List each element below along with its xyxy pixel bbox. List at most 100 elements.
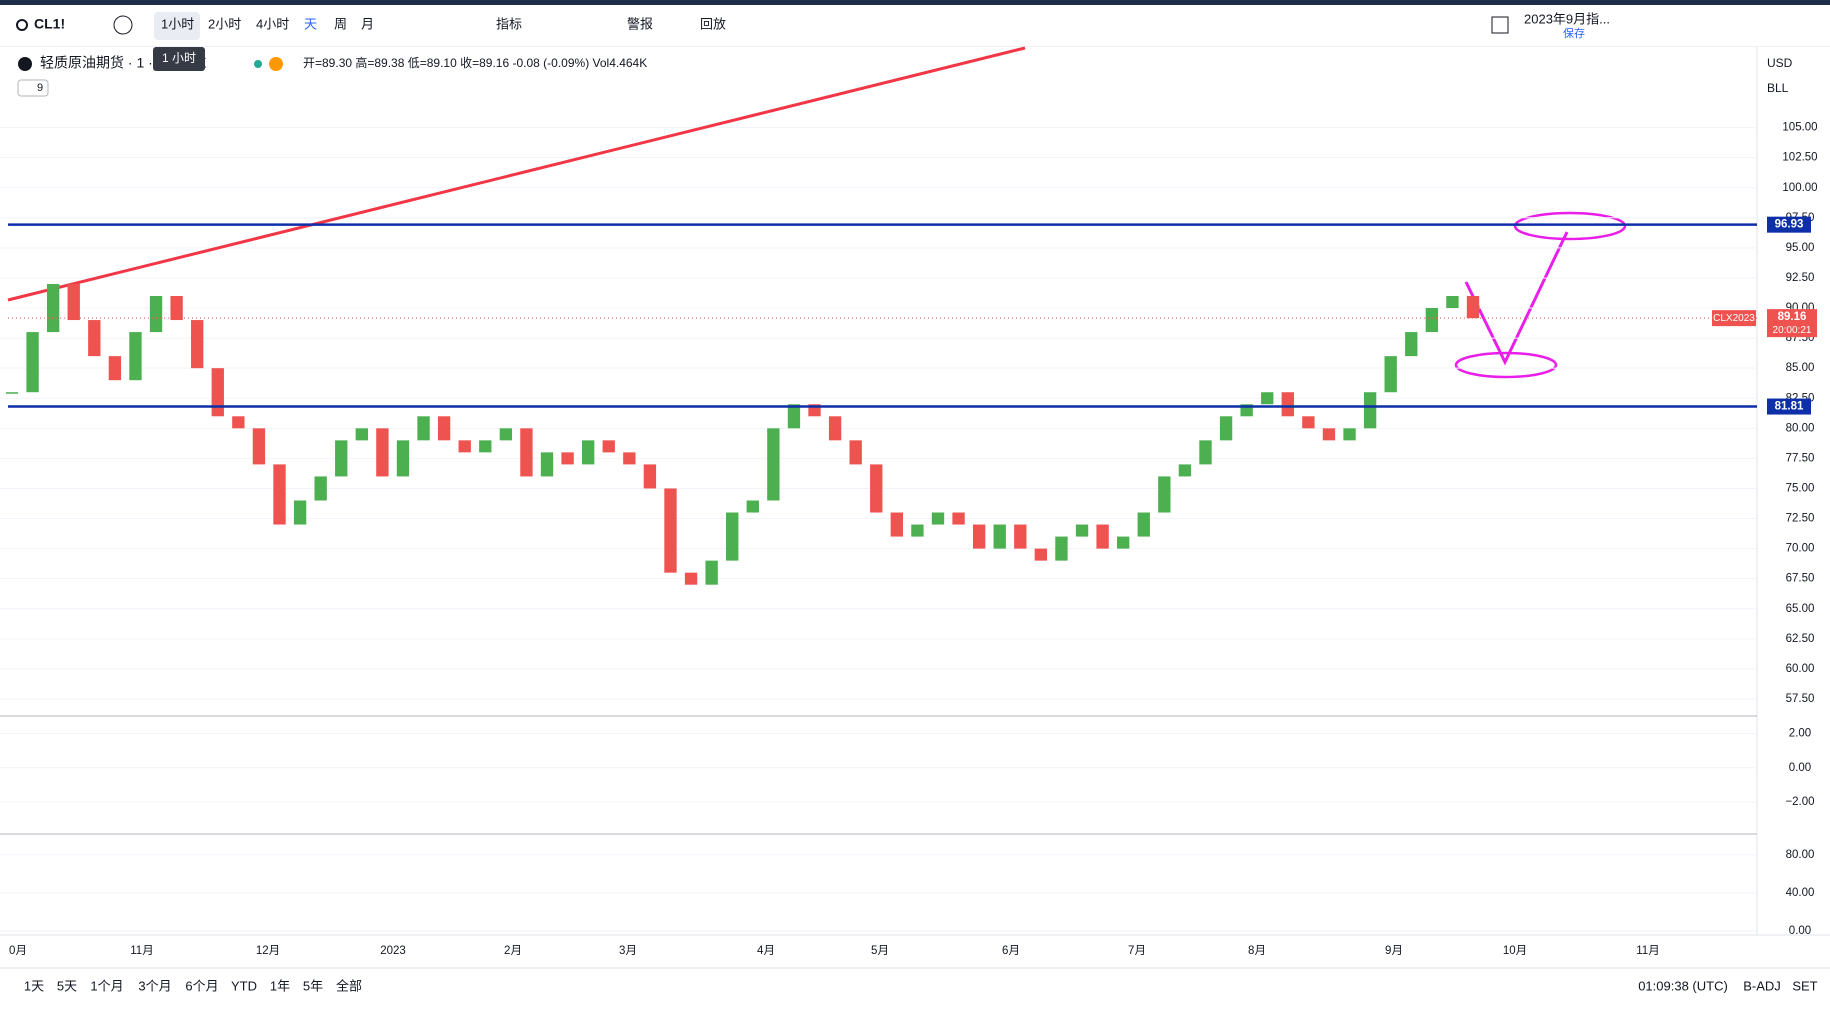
save[interactable]: 保存 — [1563, 26, 1585, 40]
candle — [1096, 524, 1109, 549]
currency[interactable]: USD — [1767, 56, 1793, 70]
x-tick-label: 4月 — [757, 945, 775, 957]
range-btn[interactable]: 5天 — [57, 978, 77, 993]
range-btn[interactable]: YTD — [231, 978, 257, 993]
candle — [1446, 295, 1459, 309]
tooltip-text: 1 小时 — [162, 51, 196, 65]
y-tick-label: 67.50 — [1786, 573, 1815, 585]
search-icon[interactable] — [16, 19, 28, 31]
x-tick-label: 2月 — [504, 945, 522, 957]
symbol-badge — [1712, 310, 1756, 327]
candle — [129, 332, 142, 381]
range-btn[interactable]: 1年 — [270, 978, 290, 993]
symbol[interactable]: CL1! — [34, 16, 65, 32]
adj[interactable]: B-ADJ — [1743, 978, 1781, 993]
candle — [1178, 464, 1192, 477]
candle — [149, 295, 163, 333]
candle — [890, 512, 904, 537]
candle — [664, 488, 677, 573]
candle — [1137, 512, 1150, 537]
candle — [1322, 428, 1336, 441]
symbol-logo — [18, 57, 32, 71]
candle — [1405, 332, 1418, 357]
candle — [1466, 295, 1480, 319]
interval[interactable]: 周 — [334, 16, 347, 31]
y-tick-label: 80.00 — [1786, 849, 1815, 861]
indicators[interactable]: 指标 — [496, 16, 522, 31]
candle — [1302, 416, 1315, 429]
candle — [828, 416, 842, 441]
level-badge — [1767, 216, 1811, 233]
candle — [191, 320, 204, 369]
candle — [1281, 392, 1294, 417]
top-strip — [0, 0, 1830, 5]
candle — [952, 512, 965, 525]
candle — [1014, 524, 1027, 549]
candle — [1219, 416, 1233, 441]
y-tick-label: 105.00 — [1782, 122, 1817, 134]
y-tick-label: 0.00 — [1789, 762, 1811, 774]
active-interval-bg — [154, 12, 200, 40]
y-tick-label: 100.00 — [1782, 182, 1817, 194]
candle — [1343, 428, 1356, 441]
candle — [870, 464, 883, 513]
candle — [314, 476, 327, 501]
range-btn[interactable]: 1个月 — [90, 978, 123, 993]
add-icon[interactable] — [113, 15, 133, 35]
candle — [417, 416, 430, 441]
layout-icon[interactable] — [1491, 16, 1509, 34]
target-ellipse — [1454, 351, 1558, 379]
candle — [499, 428, 513, 441]
clock: 01:09:38 (UTC) — [1638, 978, 1728, 993]
set[interactable]: SET — [1792, 978, 1817, 993]
candle — [1075, 524, 1089, 537]
y-tick-label: 85.00 — [1786, 362, 1815, 374]
y-tick-label: −2.00 — [1785, 796, 1814, 808]
interval[interactable]: 1小时 — [161, 16, 194, 31]
candle — [293, 500, 307, 525]
candle — [726, 512, 739, 561]
tooltip — [153, 47, 205, 71]
interval[interactable]: 月 — [361, 16, 374, 31]
candle — [1055, 536, 1068, 561]
candle — [1117, 536, 1130, 549]
y-tick-label: 2.00 — [1789, 728, 1811, 740]
candle — [335, 440, 348, 477]
x-tick-label: 7月 — [1128, 945, 1146, 957]
y-tick-label: 75.00 — [1786, 482, 1815, 494]
candle — [931, 512, 945, 525]
y-tick-label: 72.50 — [1786, 513, 1815, 525]
alerts[interactable]: 警报 — [627, 16, 653, 31]
candle — [787, 404, 801, 429]
range-btn[interactable]: 6个月 — [185, 978, 218, 993]
collapse-btn[interactable] — [17, 79, 49, 97]
replay[interactable]: 回放 — [700, 16, 726, 31]
y-tick-label: 60.00 — [1786, 663, 1815, 675]
interval[interactable]: 4小时 — [256, 16, 289, 31]
range-btn[interactable]: 全部 — [336, 978, 362, 993]
interval[interactable]: 2小时 — [208, 16, 241, 31]
status-dot — [254, 60, 262, 68]
interval[interactable]: 天 — [304, 16, 317, 31]
candle — [1425, 308, 1439, 333]
unit[interactable]: BLL — [1767, 81, 1789, 95]
candle — [540, 452, 554, 477]
candle — [170, 295, 183, 321]
candle — [767, 428, 780, 501]
last-label: 89.16 — [1778, 311, 1807, 323]
candle — [108, 356, 122, 381]
x-tick-label: 9月 — [1385, 945, 1403, 957]
y-tick-label: 77.50 — [1786, 452, 1815, 464]
candle — [1158, 476, 1171, 513]
range-btn[interactable]: 5年 — [303, 978, 323, 993]
candle — [396, 440, 410, 477]
trend-line — [7, 46, 1026, 302]
layout-name[interactable]: 2023年9月指... — [1524, 11, 1610, 26]
countdown: 20:00:21 — [1773, 325, 1812, 336]
range-btn[interactable]: 3个月 — [138, 978, 171, 993]
symbol-label: CLX2023 — [1713, 313, 1755, 324]
range-btn[interactable]: 1天 — [24, 978, 44, 993]
y-tick-label: 92.50 — [1786, 272, 1815, 284]
x-tick-label: 8月 — [1248, 945, 1266, 957]
